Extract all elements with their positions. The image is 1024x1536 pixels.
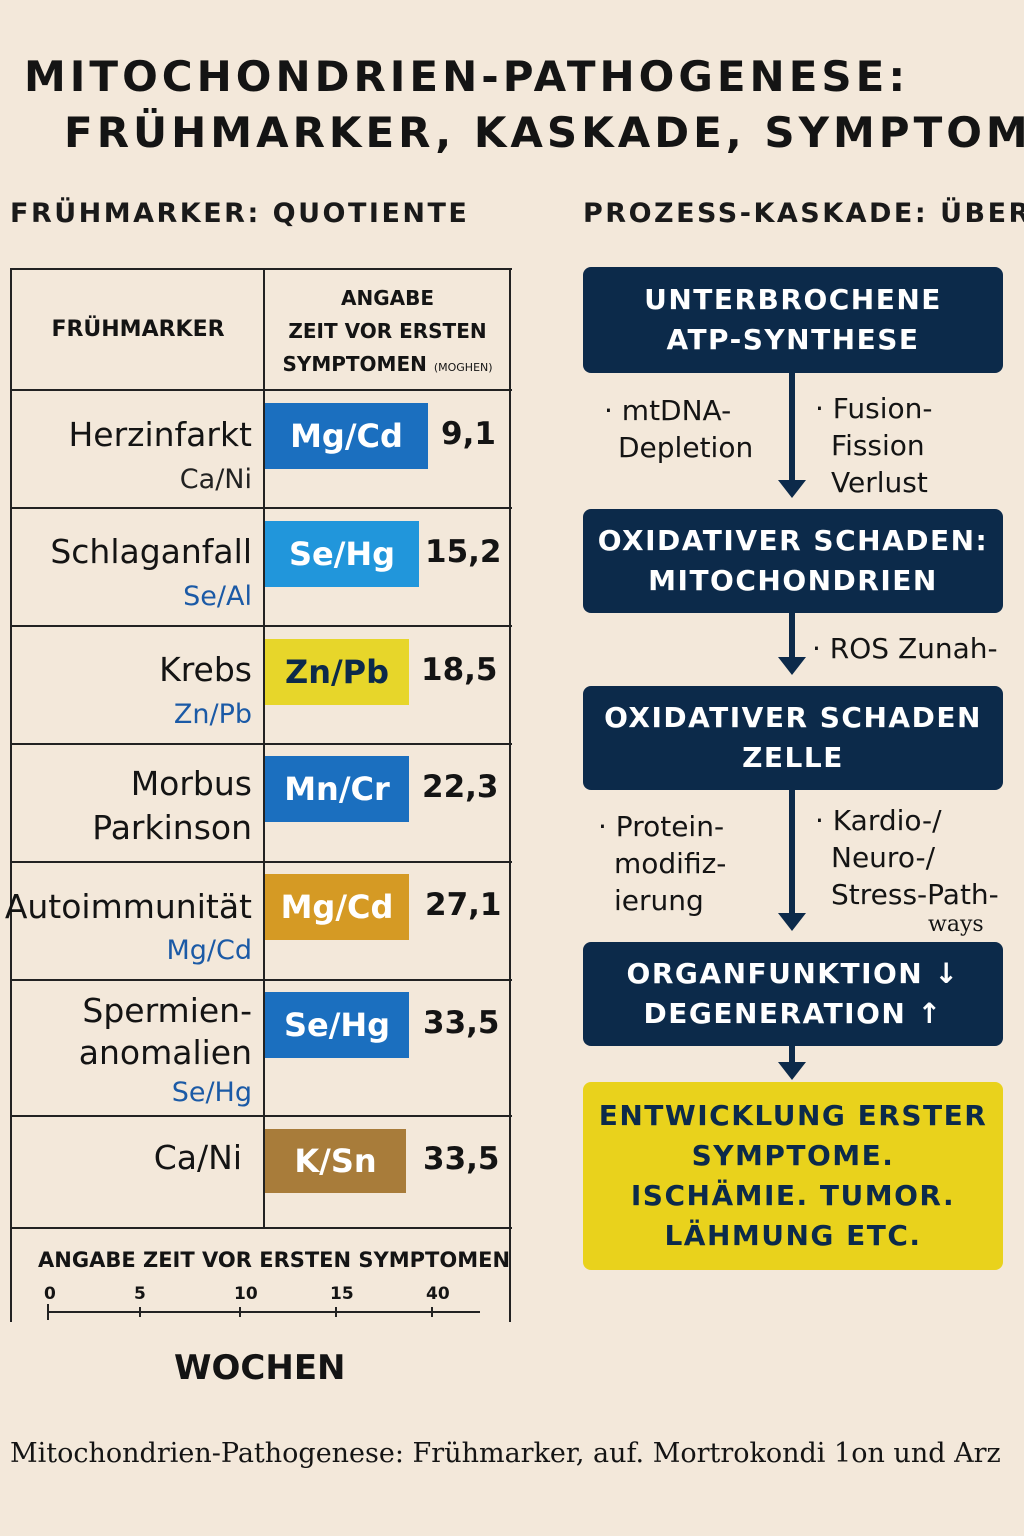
- step-3-line-2: ZELLE: [742, 741, 844, 774]
- table-header-time-line-3: SYMPTOMEN: [282, 352, 427, 376]
- table-header-marker: FRÜHMARKER: [51, 316, 225, 342]
- cascade-step-organ-function: ORGANFUNKTION ↓ DEGENERATION ↑: [583, 942, 1003, 1046]
- note-1-right-line-2: Fission: [831, 429, 925, 462]
- row-5-value: 27,1: [425, 887, 502, 923]
- row-1-value: 9,1: [441, 416, 496, 452]
- step-4-line-1: ORGANFUNKTION ↓: [626, 957, 960, 990]
- figure-caption: Mitochondrien-Pathogenese: Frühmarker, a…: [10, 1438, 1001, 1469]
- table-header-time-line-1: ANGABE: [340, 286, 435, 310]
- step-5-line-4: LÄHMUNG ETC.: [664, 1219, 922, 1252]
- table-header-time-unit: (MOGHEN): [433, 361, 493, 374]
- row-7-condition: Ca/Ni: [153, 1138, 242, 1177]
- step-3-line-1: OXIDATIVER SCHADEN: [604, 701, 982, 734]
- step-5-line-1: ENTWICKLUNG ERSTER: [598, 1099, 988, 1132]
- step-2-line-1: OXIDATIVER SCHADEN:: [597, 524, 989, 557]
- axis-tick-label-3: 15: [330, 1284, 354, 1304]
- note-protein-modification: · Protein- modifiz- ierung: [598, 808, 726, 919]
- table-header-time-line-2: ZEIT VOR ERSTEN: [288, 319, 487, 343]
- step-2-line-2: MITOCHONDRIEN: [648, 564, 938, 597]
- note-ros-increase: · ROS Zunah-: [812, 632, 998, 665]
- row-2-value: 15,2: [425, 534, 502, 570]
- arrow-1-head: [778, 480, 806, 498]
- row-5-sub-marker: Mg/Cd: [166, 935, 252, 966]
- axis-unit: WOCHEN: [174, 1348, 346, 1388]
- arrow-4-head: [778, 1062, 806, 1080]
- note-mtdna-depletion: · mtDNA- Depletion: [604, 392, 753, 466]
- note-1-left-line-2: Depletion: [618, 431, 754, 464]
- step-4-line-2: DEGENERATION ↑: [643, 997, 943, 1030]
- cascade-step-atp-synthesis: UNTERBROCHENE ATP-SYNTHESE: [583, 267, 1003, 373]
- row-3-condition: Krebs: [159, 650, 252, 689]
- arrow-2-shaft: [789, 613, 795, 659]
- row-3-marker-badge: Zn/Pb: [265, 639, 409, 705]
- row-5-marker-badge: Mg/Cd: [265, 874, 409, 940]
- title-line-2: FRÜHMARKER, KASKADE, SYMPTOME: [64, 108, 1024, 157]
- cascade-step-first-symptoms: ENTWICKLUNG ERSTER SYMPTOME. ISCHÄMIE. T…: [583, 1082, 1003, 1270]
- right-section-heading: PROZESS-KASKADE: ÜBER: [583, 198, 1024, 229]
- arrow-2-head: [778, 657, 806, 675]
- step-1-line-1: UNTERBROCHENE: [644, 283, 942, 316]
- cascade-step-oxidative-mito: OXIDATIVER SCHADEN: MITOCHONDRIEN: [583, 509, 1003, 613]
- step-5-line-2: SYMPTOME.: [691, 1139, 895, 1172]
- note-3-right-line-2: Neuro-/: [831, 841, 936, 874]
- arrow-1-shaft: [789, 373, 795, 483]
- note-3-right-line-1: · Kardio-/: [815, 804, 942, 837]
- row-3-value: 18,5: [421, 652, 498, 688]
- title-line-1: MITOCHONDRIEN-PATHOGENESE:: [24, 52, 910, 101]
- note-fusion-fission: · Fusion- Fission Verlust: [815, 390, 932, 501]
- note-3-left-line-3: ierung: [614, 884, 704, 917]
- row-6-sub-marker: Se/Hg: [171, 1077, 252, 1108]
- row-7-value: 33,5: [423, 1141, 500, 1177]
- step-5-line-3: ISCHÄMIE. TUMOR.: [630, 1179, 956, 1212]
- cascade-step-oxidative-cell: OXIDATIVER SCHADEN ZELLE: [583, 686, 1003, 790]
- row-1-marker-badge: Mg/Cd: [265, 403, 428, 469]
- row-4-marker-badge: Mn/Cr: [265, 756, 409, 822]
- left-section-heading: FRÜHMARKER: QUOTIENTE: [10, 198, 470, 229]
- row-4-value: 22,3: [422, 769, 499, 805]
- note-1-right-line-3: Verlust: [831, 466, 928, 499]
- arrow-3-shaft: [789, 790, 795, 916]
- time-axis: [47, 1304, 480, 1320]
- row-1-sub-marker: Ca/Ni: [179, 464, 252, 495]
- step-1-line-2: ATP-SYNTHESE: [666, 323, 920, 356]
- row-6-marker-badge: Se/Hg: [265, 992, 409, 1058]
- note-1-left-line-1: · mtDNA-: [604, 394, 732, 427]
- note-1-right-line-1: · Fusion-: [815, 392, 933, 425]
- axis-tick-label-4: 40: [426, 1284, 450, 1304]
- arrow-3-head: [778, 913, 806, 931]
- row-7-marker-badge: K/Sn: [265, 1129, 406, 1193]
- axis-title: ANGABE ZEIT VOR ERSTEN SYMPTOMEN: [38, 1248, 511, 1272]
- row-5-condition: Autoimmunität: [4, 887, 252, 926]
- row-2-sub-marker: Se/Al: [183, 581, 252, 612]
- note-3-left-line-2: modifiz-: [614, 847, 727, 880]
- arrow-4-shaft: [789, 1046, 795, 1064]
- table-header-time: ANGABE ZEIT VOR ERSTEN SYMPTOMEN (MOGHEN…: [265, 282, 510, 384]
- row-6-value: 33,5: [423, 1005, 500, 1041]
- axis-tick-label-1: 5: [134, 1284, 146, 1304]
- row-2-marker-badge: Se/Hg: [265, 521, 419, 587]
- note-3-left-line-1: · Protein-: [598, 810, 725, 843]
- axis-tick-label-2: 10: [234, 1284, 258, 1304]
- note-stress-pathways: · Kardio-/ Neuro-/ Stress-Path-: [815, 802, 999, 913]
- note-3-right-line-4: ways: [928, 912, 984, 937]
- row-6-condition-line-1: Spermien-: [82, 991, 252, 1030]
- row-4-condition-line-2: Parkinson: [92, 808, 252, 847]
- row-4-condition-line-1: Morbus: [130, 764, 252, 803]
- note-3-right-line-3: Stress-Path-: [831, 878, 999, 911]
- row-2-condition: Schlaganfall: [50, 532, 252, 571]
- row-6-condition-line-2: anomalien: [78, 1033, 252, 1072]
- row-1-condition: Herzinfarkt: [68, 415, 252, 454]
- axis-tick-label-0: 0: [44, 1284, 56, 1304]
- row-3-sub-marker: Zn/Pb: [173, 699, 252, 730]
